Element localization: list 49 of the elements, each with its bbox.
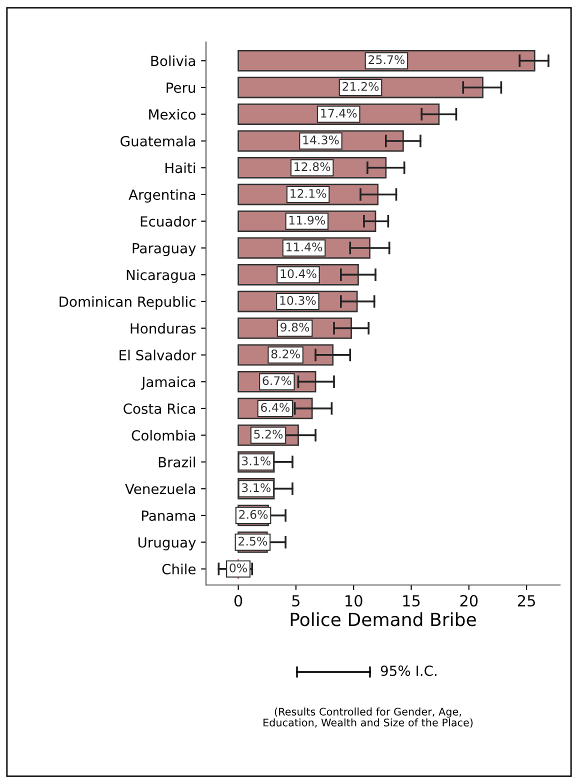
y-tick-label: Chile xyxy=(162,564,196,574)
data-label: 10.3% xyxy=(280,296,316,305)
data-label: 11.4% xyxy=(286,242,322,252)
data-label: 10.4% xyxy=(280,269,316,278)
data-label: 25.7% xyxy=(368,55,405,64)
data-label: 0% xyxy=(230,563,247,572)
data-label: 3.1% xyxy=(242,483,271,492)
y-tick-label: Haiti xyxy=(166,162,195,174)
y-tick-label: Dominican Republic xyxy=(60,296,196,310)
y-tick-label: Guatemala xyxy=(120,136,196,146)
y-tick-label: Paraguay xyxy=(132,243,196,256)
data-label: 5.2% xyxy=(254,430,283,439)
text: 95% I.C. xyxy=(380,666,436,676)
data-label: 2.5% xyxy=(238,536,268,546)
data-label: 3.1% xyxy=(242,456,271,466)
y-tick-label: El Salvador xyxy=(120,350,196,360)
data-label: 6.7% xyxy=(262,376,292,386)
y-tick-label: Venezuela xyxy=(125,483,196,494)
data-label: 11.9% xyxy=(289,216,325,225)
y-tick-label: Ecuador xyxy=(140,216,196,227)
data-label: 17.4% xyxy=(321,108,357,118)
x-axis-title: Police Demand Bribe xyxy=(290,612,476,626)
data-label: 12.8% xyxy=(294,162,330,172)
y-tick-label: Peru xyxy=(166,82,196,93)
y-tick-label: Nicaragua xyxy=(126,269,196,283)
x-tick-label: 10 xyxy=(346,594,362,607)
y-tick-label: Bolivia xyxy=(151,55,196,66)
x-tick-label: 20 xyxy=(460,594,478,607)
x-tick-label: 25 xyxy=(518,594,535,607)
y-tick-label: Brazil xyxy=(158,456,195,468)
y-tick-label: Jamaica xyxy=(140,376,196,390)
y-tick-label: Panama xyxy=(142,510,196,521)
x-tick-label: 15 xyxy=(403,595,420,607)
data-label: 2.6% xyxy=(239,510,268,519)
x-tick-label: 0 xyxy=(234,594,242,607)
y-tick-label: Costa Rica xyxy=(124,403,196,414)
y-tick-label: Argentina xyxy=(128,189,196,203)
data-label: 8.2% xyxy=(271,349,300,358)
y-tick-label: Uruguay xyxy=(138,537,196,550)
data-label: 14.3% xyxy=(303,135,339,144)
data-label: 12.1% xyxy=(290,188,326,198)
y-tick-label: Mexico xyxy=(149,108,196,120)
y-tick-label: Colombia xyxy=(132,430,196,441)
text: (Results Controlled for Gender, Age, Education, Wealth and Size of the Place) xyxy=(264,708,473,728)
data-label: 9.8% xyxy=(280,322,310,332)
y-tick-label: Honduras xyxy=(130,322,196,334)
data-label: 6.4% xyxy=(261,402,290,412)
x-tick-label: 5 xyxy=(292,595,300,607)
data-label: 21.2% xyxy=(342,82,379,91)
